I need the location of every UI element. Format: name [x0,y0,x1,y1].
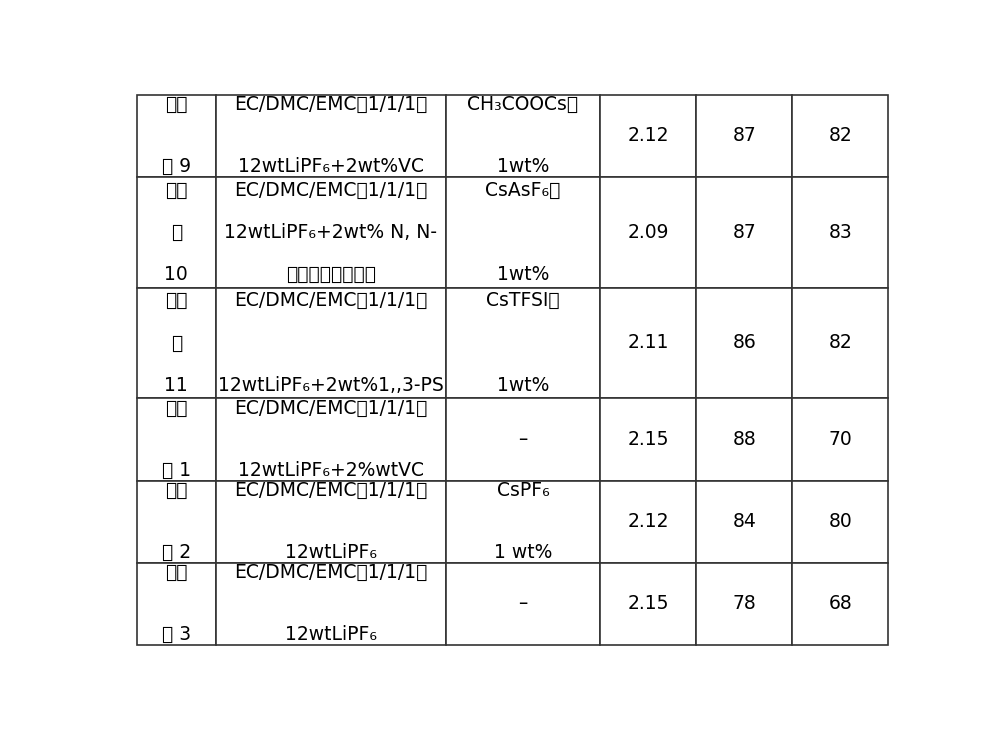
Text: 2.15: 2.15 [627,430,669,449]
Text: 12wtLiPF₆+2wt%VC: 12wtLiPF₆+2wt%VC [238,157,424,176]
Bar [600,398,696,480]
Bar [600,480,696,563]
Text: 例: 例 [171,334,182,353]
Bar [137,563,216,645]
Bar [792,288,888,398]
Bar [696,176,792,288]
Bar [446,176,600,288]
Bar [446,480,600,563]
Text: EC/DMC/EMC（1/1/1）: EC/DMC/EMC（1/1/1） [234,95,428,114]
Text: CsAsF₆，: CsAsF₆， [485,181,561,200]
Text: EC/DMC/EMC（1/1/1）: EC/DMC/EMC（1/1/1） [234,563,428,582]
Bar [792,94,888,176]
Text: 80: 80 [828,512,852,531]
Text: 82: 82 [828,126,852,145]
Bar [600,563,696,645]
Text: 84: 84 [732,512,756,531]
Text: 82: 82 [828,334,852,353]
Text: 12wtLiPF₆+2wt% N, N-: 12wtLiPF₆+2wt% N, N- [224,223,437,242]
Bar [137,94,216,176]
Bar [696,480,792,563]
Bar [696,398,792,480]
Text: CH₃COOCs，: CH₃COOCs， [467,95,579,114]
Text: 2.15: 2.15 [627,594,669,613]
Bar [600,176,696,288]
Text: 实施: 实施 [165,291,188,310]
Text: 对比: 对比 [165,481,188,500]
Text: 68: 68 [828,594,852,613]
Bar [696,94,792,176]
Text: 2.12: 2.12 [627,126,669,145]
Text: 1wt%: 1wt% [497,376,549,395]
Bar [446,94,600,176]
Text: 实施: 实施 [165,181,188,200]
Text: 87: 87 [732,223,756,242]
Text: 例 3: 例 3 [162,625,191,644]
Text: 2.12: 2.12 [627,512,669,531]
Text: 11: 11 [164,376,188,395]
Bar [792,398,888,480]
Text: 1wt%: 1wt% [497,265,549,284]
Bar [600,288,696,398]
Text: EC/DMC/EMC（1/1/1）: EC/DMC/EMC（1/1/1） [234,481,428,500]
Text: EC/DMC/EMC（1/1/1）: EC/DMC/EMC（1/1/1） [234,181,428,200]
Bar [446,288,600,398]
Bar [216,94,446,176]
Bar [446,398,600,480]
Text: 12wtLiPF₆: 12wtLiPF₆ [285,625,377,644]
Text: 二甲基三氟乙酰胺: 二甲基三氟乙酰胺 [286,265,376,284]
Text: 1 wt%: 1 wt% [494,543,552,562]
Text: 87: 87 [732,126,756,145]
Bar [446,563,600,645]
Bar [137,176,216,288]
Text: 例 9: 例 9 [162,157,191,176]
Text: 70: 70 [828,430,852,449]
Text: 例: 例 [171,223,182,242]
Bar [216,288,446,398]
Bar [216,176,446,288]
Text: 例 1: 例 1 [162,461,191,480]
Text: 实施: 实施 [165,95,188,114]
Text: 2.09: 2.09 [627,223,669,242]
Bar [216,480,446,563]
Bar [792,176,888,288]
Text: 1wt%: 1wt% [497,157,549,176]
Text: 12wtLiPF₆: 12wtLiPF₆ [285,543,377,562]
Text: 78: 78 [732,594,756,613]
Text: 12wtLiPF₆+2wt%1,,3-PS: 12wtLiPF₆+2wt%1,,3-PS [218,376,444,395]
Text: 例 2: 例 2 [162,543,191,562]
Text: CsTFSI，: CsTFSI， [486,291,560,310]
Text: –: – [518,430,528,449]
Text: 2.11: 2.11 [627,334,669,353]
Bar [137,288,216,398]
Bar [696,288,792,398]
Bar [792,563,888,645]
Text: 10: 10 [164,265,188,284]
Bar [137,480,216,563]
Bar [600,94,696,176]
Text: 12wtLiPF₆+2%wtVC: 12wtLiPF₆+2%wtVC [238,461,424,480]
Text: –: – [518,594,528,613]
Text: EC/DMC/EMC（1/1/1）: EC/DMC/EMC（1/1/1） [234,291,428,310]
Bar [696,563,792,645]
Bar [216,563,446,645]
Bar [137,398,216,480]
Text: CsPF₆: CsPF₆ [497,481,549,500]
Text: 86: 86 [732,334,756,353]
Text: 对比: 对比 [165,399,188,418]
Text: EC/DMC/EMC（1/1/1）: EC/DMC/EMC（1/1/1） [234,399,428,418]
Text: 88: 88 [732,430,756,449]
Text: 对比: 对比 [165,563,188,582]
Bar [216,398,446,480]
Bar [792,480,888,563]
Text: 83: 83 [828,223,852,242]
